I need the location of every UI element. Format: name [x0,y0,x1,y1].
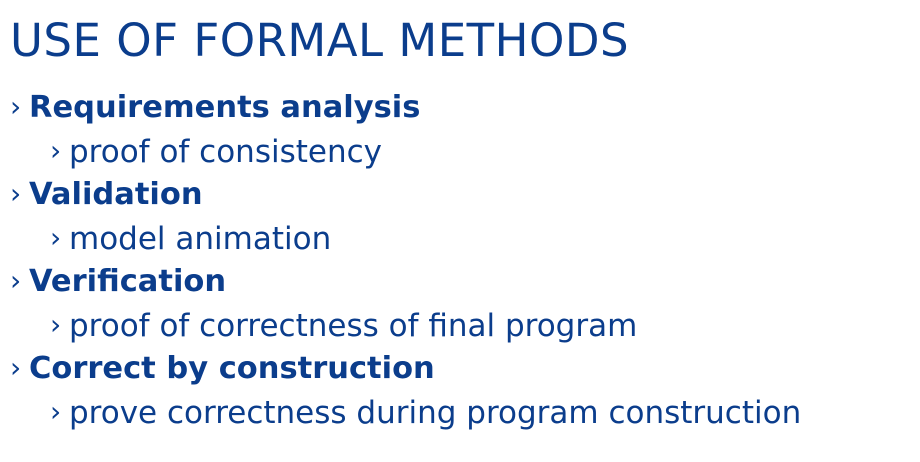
chevron-right-icon: › [10,264,22,297]
bullet-text: Validation [29,177,203,212]
chevron-right-icon: › [10,177,22,210]
chevron-right-icon: › [50,307,62,341]
chevron-right-icon: › [50,133,62,167]
sub-bullet-text: proof of correctness of final program [69,307,638,344]
slide-title: USE OF FORMAL METHODS [10,14,630,67]
sub-bullet-text: proof of consistency [69,133,383,170]
chevron-right-icon: › [10,351,22,384]
chevron-right-icon: › [50,394,62,428]
sub-bullet-text: prove correctness during program constru… [69,394,802,431]
bullet-text: Correct by construction [29,351,435,386]
chevron-right-icon: › [10,90,22,123]
bullet-text: Requirements analysis [29,90,421,125]
bullet-text: Verification [29,264,227,299]
chevron-right-icon: › [50,220,62,254]
sub-bullet-text: model animation [69,220,332,257]
